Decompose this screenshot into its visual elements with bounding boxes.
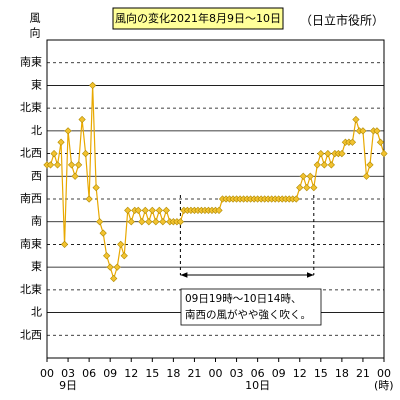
y-tick-label: 北西	[20, 328, 42, 341]
data-point	[327, 161, 335, 169]
data-point	[306, 172, 314, 180]
data-point	[74, 161, 83, 169]
data-point	[67, 161, 76, 169]
data-point	[145, 218, 153, 226]
data-point	[303, 184, 311, 192]
data-point	[64, 127, 72, 135]
data-point	[141, 206, 149, 214]
data-point	[348, 138, 357, 146]
data-point	[99, 229, 107, 237]
chart-subtitle: （日立市役所）	[300, 13, 384, 28]
data-point	[124, 206, 132, 214]
y-axis-label: 風向	[28, 12, 41, 42]
data-point	[380, 149, 388, 158]
data-point	[155, 206, 163, 214]
data-point	[162, 206, 170, 214]
x-tick-label: 12	[124, 367, 138, 380]
data-point	[53, 161, 62, 169]
data-point	[359, 127, 367, 135]
data-point	[92, 184, 100, 192]
x-tick-label: 06	[251, 367, 265, 380]
data-point	[120, 252, 128, 260]
data-point	[50, 149, 58, 158]
data-point	[127, 218, 135, 226]
x-tick-label: 18	[335, 367, 349, 380]
y-tick-label: 北東	[20, 283, 42, 296]
chart-title: 風向の変化2021年8月9日～10日	[115, 11, 281, 25]
data-point	[338, 149, 346, 158]
data-point	[366, 161, 374, 169]
annotation-text: 09日19時～10日14時、	[185, 293, 301, 305]
x-tick-label: 15	[145, 367, 159, 380]
y-tick-label: 南	[31, 215, 42, 228]
data-point	[362, 172, 371, 180]
day-label: 9日	[59, 379, 77, 392]
data-point	[148, 206, 156, 214]
data-point	[352, 115, 360, 124]
y-tick-label: 東	[31, 260, 42, 273]
data-point	[138, 218, 146, 226]
data-point	[89, 81, 97, 90]
data-point	[134, 206, 142, 214]
title-box	[112, 7, 284, 30]
x-tick-label: 15	[314, 367, 328, 380]
data-point	[313, 161, 321, 169]
data-point	[71, 172, 79, 180]
data-point	[57, 138, 65, 146]
y-tick-label: 北	[31, 124, 42, 137]
day-label: 10日	[245, 379, 270, 392]
y-tick-label: 西	[31, 169, 42, 182]
y-tick-label: 南東	[20, 237, 42, 250]
x-tick-label: 00	[377, 367, 391, 380]
data-line	[47, 85, 385, 281]
data-point	[376, 138, 385, 146]
x-tick-label: 03	[230, 367, 244, 380]
annotation-text: 南西の風がやや強く吹く。	[185, 308, 311, 321]
data-point	[110, 274, 118, 283]
y-tick-label: 南東	[20, 56, 42, 69]
x-tick-label: 06	[82, 367, 96, 380]
data-point	[103, 252, 111, 260]
y-tick-label: 北東	[20, 101, 42, 114]
data-point	[317, 149, 325, 158]
x-tick-label: 09	[103, 367, 117, 380]
data-point	[46, 161, 55, 169]
data-point	[85, 195, 93, 203]
data-point	[113, 263, 121, 271]
data-point	[299, 172, 307, 180]
data-point	[106, 263, 114, 271]
annotation-box	[180, 288, 322, 326]
y-tick-label: 東	[31, 78, 42, 91]
x-tick-label: 21	[187, 367, 201, 380]
data-point	[60, 240, 69, 249]
data-point	[176, 218, 185, 226]
data-point	[96, 218, 104, 226]
x-unit-label: (時)	[374, 379, 394, 392]
x-tick-label: 09	[272, 367, 286, 380]
data-point	[159, 218, 167, 226]
y-tick-label: 北	[31, 306, 42, 319]
data-point	[117, 240, 125, 249]
data-point	[310, 184, 318, 192]
x-tick-label: 21	[356, 367, 370, 380]
y-tick-label: 南西	[20, 192, 42, 205]
data-point	[296, 184, 304, 192]
data-point	[324, 149, 332, 158]
data-point	[152, 218, 160, 226]
x-tick-label: 03	[61, 367, 75, 380]
x-tick-label: 00	[209, 367, 223, 380]
data-point	[81, 149, 90, 158]
data-point	[320, 161, 328, 169]
x-tick-label: 12	[293, 367, 307, 380]
data-point	[292, 195, 300, 203]
y-tick-label: 北西	[20, 147, 42, 160]
x-tick-label: 18	[166, 367, 180, 380]
data-point	[78, 115, 86, 124]
data-point	[373, 127, 381, 135]
x-tick-label: 00	[40, 367, 54, 380]
data-point	[215, 206, 223, 214]
